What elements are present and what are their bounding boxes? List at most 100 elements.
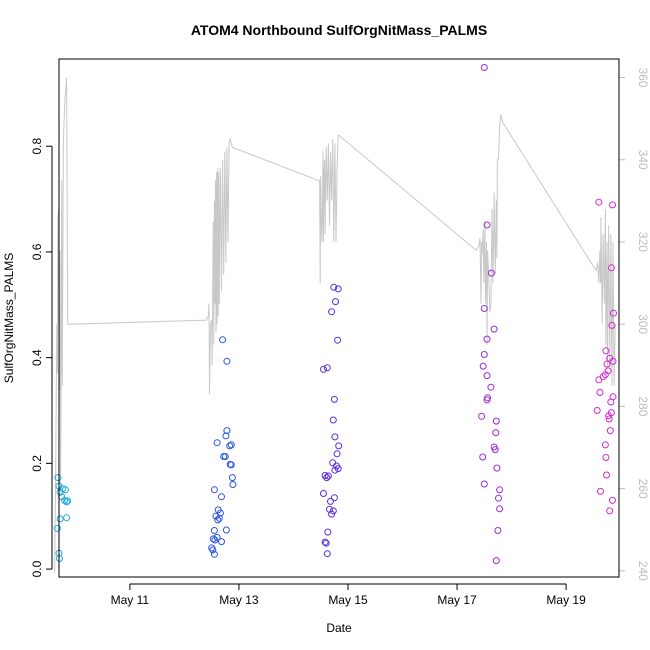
data-point-2-2 — [330, 283, 338, 291]
data-point-4-22 — [602, 454, 610, 461]
data-point-1-13 — [210, 486, 218, 494]
data-point-1-4 — [223, 427, 231, 435]
data-point-2-26 — [321, 538, 329, 546]
data-point-2-5 — [328, 308, 336, 316]
y2-tick-label-3: 300 — [636, 314, 650, 334]
data-point-2-16 — [321, 472, 329, 479]
data-point-4-20 — [606, 427, 614, 435]
data-point-1-10 — [229, 481, 237, 488]
y-tick-label-1: 0.2 — [30, 455, 44, 472]
data-point-2-19 — [320, 490, 327, 497]
data-point-3-17 — [479, 453, 487, 461]
data-point-3-21 — [495, 494, 502, 502]
y-tick-label-4: 0.8 — [30, 138, 44, 155]
data-point-1-18 — [215, 514, 223, 522]
data-point-2-12 — [329, 459, 337, 467]
data-point-3-18 — [493, 464, 501, 472]
data-point-1-27 — [209, 546, 217, 554]
data-point-2-6 — [334, 336, 342, 344]
data-point-4-0 — [595, 198, 603, 206]
data-point-0-9 — [56, 515, 64, 523]
y2-tick-label-1: 260 — [636, 479, 650, 499]
data-point-2-21 — [330, 494, 338, 502]
data-point-4-18 — [607, 409, 615, 417]
data-point-4-15 — [607, 398, 615, 406]
y-tick-label-3: 0.6 — [30, 243, 44, 260]
y2-tick-label-2: 280 — [636, 396, 650, 416]
plot-frame — [58, 58, 620, 578]
data-point-2-14 — [331, 466, 339, 474]
x-tick-label-2: May 15 — [328, 593, 368, 607]
data-point-1-12 — [221, 453, 229, 460]
data-point-3-11 — [484, 394, 492, 402]
data-point-3-19 — [480, 480, 488, 488]
data-point-2-11 — [333, 450, 341, 458]
data-point-2-9 — [331, 433, 339, 441]
data-point-3-24 — [492, 557, 500, 565]
x-tick-label-0: May 11 — [111, 593, 150, 607]
data-point-3-20 — [496, 486, 504, 494]
data-point-4-25 — [609, 496, 616, 504]
data-point-3-9 — [487, 383, 495, 391]
data-point-4-1 — [609, 201, 616, 209]
data-point-2-17 — [323, 474, 331, 482]
data-point-3-2 — [487, 269, 495, 277]
y-tick-label-0: 0.0 — [30, 560, 44, 577]
data-point-4-3 — [610, 309, 617, 317]
data-point-1-5 — [226, 442, 234, 450]
axes-layer: 0.0 0.2 0.4 0.6 0.8 May 11 May 13 May 15 May 17 M… — [30, 67, 650, 607]
data-point-1-22 — [209, 535, 217, 543]
data-point-3-3 — [480, 305, 488, 312]
data-point-4-7 — [603, 360, 611, 368]
data-point-3-5 — [483, 335, 491, 343]
data-point-3-4 — [490, 325, 498, 333]
data-point-1-1 — [219, 336, 227, 344]
data-point-4-8 — [609, 357, 617, 365]
line-series-layer — [54, 77, 616, 573]
data-point-0-0 — [54, 474, 62, 482]
data-point-4-4 — [608, 321, 616, 329]
data-point-1-2 — [223, 357, 231, 365]
data-point-4-23 — [603, 471, 610, 479]
data-point-4-12 — [601, 371, 609, 379]
data-point-4-19 — [605, 415, 613, 423]
data-point-2-18 — [324, 472, 332, 480]
data-point-4-26 — [606, 507, 614, 515]
data-point-2-15 — [334, 465, 342, 473]
data-point-2-1 — [323, 364, 331, 372]
data-point-3-14 — [492, 429, 500, 437]
data-point-2-24 — [329, 507, 337, 515]
data-point-4-5 — [602, 347, 610, 355]
data-point-3-6 — [480, 351, 488, 358]
data-point-3-0 — [480, 64, 488, 71]
data-point-3-1 — [483, 221, 491, 229]
data-point-1-24 — [213, 533, 221, 541]
data-point-3-16 — [491, 446, 499, 454]
right-axis-line-series — [54, 77, 616, 573]
data-point-0-8 — [64, 497, 72, 505]
data-point-2-7 — [330, 395, 338, 403]
data-point-0-5 — [61, 496, 68, 504]
data-point-1-8 — [227, 461, 235, 469]
data-point-3-22 — [496, 505, 504, 513]
data-point-0-11 — [53, 524, 61, 532]
y2-tick-label-4: 320 — [636, 232, 650, 252]
x-tick-label-3: May 17 — [437, 593, 477, 607]
y2-tick-label-0: 240 — [636, 561, 650, 581]
data-point-1-9 — [228, 474, 236, 482]
chart-title: ATOM4 Northbound SulfOrgNitMass_PALMS — [191, 22, 487, 38]
data-point-3-13 — [492, 417, 500, 425]
data-point-1-14 — [218, 493, 225, 501]
data-point-2-25 — [324, 528, 332, 536]
data-point-3-12 — [478, 412, 486, 420]
data-point-4-21 — [601, 441, 609, 449]
y2-tick-label-5: 340 — [636, 150, 650, 170]
data-point-3-23 — [494, 527, 502, 534]
data-point-2-28 — [323, 550, 331, 558]
data-point-2-0 — [320, 365, 327, 373]
points-layer — [53, 64, 617, 565]
data-point-2-4 — [332, 298, 339, 306]
data-point-1-19 — [214, 516, 222, 524]
y-axis-label: SulfOrgNitMass_PALMS — [2, 253, 16, 383]
